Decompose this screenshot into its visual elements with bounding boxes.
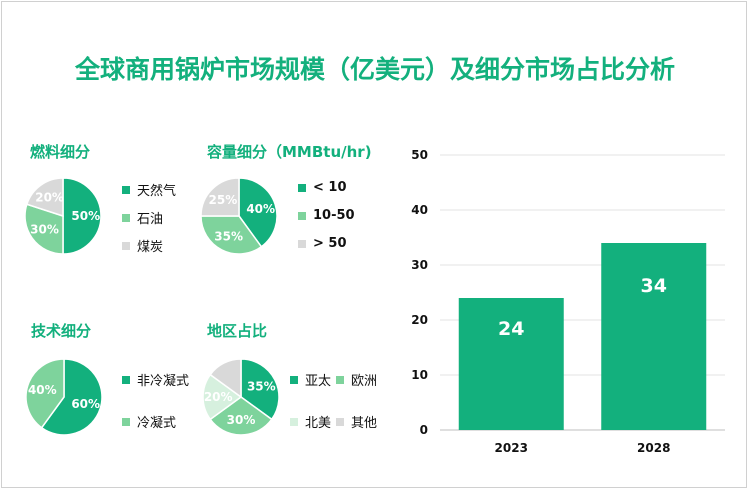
region-legend-item-0-swatch bbox=[290, 375, 298, 384]
technology-legend-item-1: 冷凝式 bbox=[122, 412, 176, 431]
region-pie-chart: 35% 30% 20% bbox=[202, 358, 280, 436]
technology-slice-label-1: 40% bbox=[28, 383, 57, 397]
y-tick-label-2: 20 bbox=[411, 313, 428, 327]
fuel-pie-chart: 50% 30% 20% bbox=[24, 177, 102, 255]
fuel-legend-item-2-swatch bbox=[122, 241, 130, 250]
technology-pie-chart: 60% 40% bbox=[25, 358, 103, 436]
bar-2028 bbox=[601, 243, 707, 430]
region-legend-item-1-swatch bbox=[336, 375, 344, 384]
technology-section-title: 技术细分 bbox=[31, 322, 92, 340]
region-legend-item-1-text: 欧洲 bbox=[351, 374, 378, 389]
region-slice-label-0: 35% bbox=[247, 380, 276, 394]
region-legend-item-0: 亚太 bbox=[290, 370, 331, 389]
fuel-slice-2 bbox=[25, 177, 64, 218]
region-slice-label-2: 20% bbox=[204, 390, 233, 404]
fuel-section-title: 燃料细分 bbox=[30, 143, 91, 161]
y-tick-label-5: 50 bbox=[411, 148, 428, 162]
region-legend-item-2-text: 北美 bbox=[305, 416, 332, 431]
bar-2023 bbox=[458, 298, 564, 430]
region-legend-item-3-swatch bbox=[336, 417, 344, 426]
fuel-legend-item-1-text: 石油 bbox=[137, 212, 164, 227]
y-tick-label-0: 0 bbox=[420, 423, 428, 437]
region-legend-item-2: 北美 bbox=[290, 412, 331, 431]
y-tick-label-4: 40 bbox=[411, 203, 428, 217]
technology-legend-item-0: 非冷凝式 bbox=[122, 370, 189, 389]
region-legend-item-3: 其他 bbox=[336, 412, 377, 431]
capacity-legend-item-1: 10-50 bbox=[298, 208, 355, 223]
fuel-legend-item-2: 煤炭 bbox=[122, 236, 163, 255]
technology-legend-item-0-text: 非冷凝式 bbox=[137, 374, 190, 389]
region-legend-item-0-text: 亚太 bbox=[305, 374, 332, 389]
capacity-legend-item-0: < 10 bbox=[298, 180, 347, 195]
region-legend-item-1: 欧洲 bbox=[336, 370, 377, 389]
capacity-slice-label-2: 25% bbox=[209, 193, 238, 207]
technology-slice-0 bbox=[40, 358, 103, 436]
capacity-legend-item-1-swatch bbox=[298, 211, 306, 220]
region-slice-3 bbox=[209, 358, 242, 399]
bar-value-label-2023: 24 bbox=[498, 318, 524, 340]
capacity-slice-label-1: 35% bbox=[214, 229, 243, 243]
fuel-legend-item-2-text: 煤炭 bbox=[137, 240, 164, 255]
capacity-legend-item-2: > 50 bbox=[298, 236, 347, 251]
x-tick-label-2028: 2028 bbox=[637, 441, 670, 455]
capacity-slice-0 bbox=[238, 177, 278, 248]
capacity-legend-item-0-swatch bbox=[298, 183, 306, 192]
capacity-slice-1 bbox=[200, 215, 263, 255]
y-tick-label-1: 10 bbox=[411, 368, 428, 382]
market-size-bar-chart: 0 10 20 30 40 50 24 2023 34 2028 bbox=[411, 148, 725, 455]
technology-slice-label-0: 60% bbox=[71, 397, 100, 411]
region-section-title: 地区占比 bbox=[207, 322, 268, 340]
region-legend-item-2-swatch bbox=[290, 417, 298, 426]
fuel-slice-label-0: 50% bbox=[71, 209, 100, 223]
fuel-legend-item-0-swatch bbox=[122, 185, 130, 194]
region-slice-0 bbox=[240, 358, 280, 421]
fuel-slice-0 bbox=[62, 177, 102, 255]
capacity-legend-item-0-text: < 10 bbox=[313, 180, 347, 195]
region-slice-2 bbox=[202, 373, 243, 421]
fuel-slice-label-2: 20% bbox=[35, 191, 64, 205]
capacity-legend-item-2-swatch bbox=[298, 239, 306, 248]
region-legend-item-3-text: 其他 bbox=[351, 416, 378, 431]
technology-legend-item-1-text: 冷凝式 bbox=[137, 416, 177, 431]
capacity-pie-chart: 40%35% 25% bbox=[200, 177, 278, 255]
fuel-slice-1 bbox=[24, 203, 64, 255]
page-title: 全球商用锅炉市场规模（亿美元）及细分市场占比分析 bbox=[74, 55, 675, 84]
capacity-legend-item-1-text: 10-50 bbox=[313, 208, 355, 223]
fuel-legend-item-0-text: 天然气 bbox=[137, 184, 177, 199]
technology-legend-item-1-swatch bbox=[122, 417, 130, 426]
capacity-slice-label-0: 40% bbox=[246, 202, 275, 216]
capacity-legend-item-2-text: > 50 bbox=[313, 236, 347, 251]
fuel-slice-label-1: 30% bbox=[30, 222, 59, 236]
x-tick-label-2023: 2023 bbox=[495, 441, 528, 455]
y-tick-label-3: 30 bbox=[411, 258, 428, 272]
capacity-slice-2 bbox=[200, 177, 240, 217]
technology-slice-1 bbox=[25, 358, 65, 429]
fuel-legend-item-0: 天然气 bbox=[122, 180, 176, 199]
region-slice-1 bbox=[209, 396, 273, 436]
region-slice-label-1: 30% bbox=[227, 413, 256, 427]
fuel-legend-item-1: 石油 bbox=[122, 208, 163, 227]
fuel-legend-item-1-swatch bbox=[122, 213, 130, 222]
capacity-section-title: 容量细分（MMBtu/hr) bbox=[207, 143, 372, 161]
technology-legend-item-0-swatch bbox=[122, 375, 130, 384]
bar-value-label-2028: 34 bbox=[641, 275, 667, 297]
